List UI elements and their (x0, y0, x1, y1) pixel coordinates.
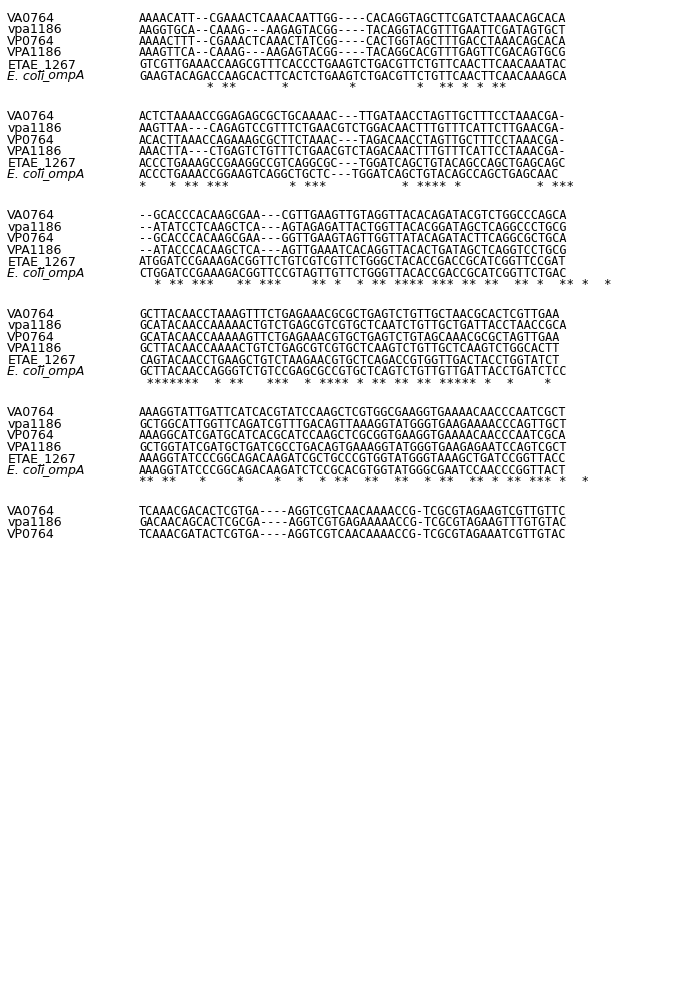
Text: VP0764: VP0764 (8, 528, 55, 541)
Text: VP0764: VP0764 (8, 331, 55, 344)
Text: AAACTTA---CTGAGTCTGTTTCTGAACGTCTAGACAACTTTGTTTCATTCCTAAACGA-: AAACTTA---CTGAGTCTGTTTCTGAACGTCTAGACAACT… (139, 145, 567, 158)
Text: GCTTACAACCTAAAGTTTCTGAGAAACGCGCTGAGTCTGTTGCTAACGCACTCGTTGAA: GCTTACAACCTAAAGTTTCTGAGAAACGCGCTGAGTCTGT… (139, 308, 560, 321)
Text: AAAACTTT--CGAAACTCAAACTATCGG----CACTGGTAGCTTTGACCTAAACAGCACA: AAAACTTT--CGAAACTCAAACTATCGG----CACTGGTA… (139, 35, 567, 48)
Text: GTCGTTGAAACCAAGCGTTTCACCCTGAAGTCTGACGTTCTGTTCAACTTCAACAAATAC: GTCGTTGAAACCAAGCGTTTCACCCTGAAGTCTGACGTTC… (139, 58, 567, 71)
Text: VPA1186: VPA1186 (8, 145, 63, 158)
Text: E. coli: E. coli (8, 70, 45, 83)
Text: VP0764: VP0764 (8, 35, 55, 48)
Text: VA0764: VA0764 (8, 505, 56, 518)
Text: --ATACCCACAAGCTCA---AGTTGAAATCACAGGTTACACTGATAGCTCAGGTCCTGCG: --ATACCCACAAGCTCA---AGTTGAAATCACAGGTTACA… (139, 244, 567, 257)
Text: E. coli: E. coli (8, 168, 45, 181)
Text: * ** ***   ** ***    ** *  * ** **** *** ** **  ** *  ** *  *: * ** *** ** *** ** * * ** **** *** ** **… (139, 278, 611, 291)
Text: VA0764: VA0764 (8, 12, 56, 25)
Text: ACTCTAAAACCGGAGAGCGCTGCAAAAC---TTGATAACCTAGTTGCTTTCCTAAACGA-: ACTCTAAAACCGGAGAGCGCTGCAAAAC---TTGATAACC… (139, 110, 567, 123)
Text: GCATACAACCAAAAAGTTCTGAGAAACGTGCTGAGTCTGTAGCAAACGCGCTAGTTGAA: GCATACAACCAAAAAGTTCTGAGAAACGTGCTGAGTCTGT… (139, 331, 560, 344)
Text: GAAGTACAGACCAAGCACTTCACTCTGAAGTCTGACGTTCTGTTCAACTTCAACAAAGCA: GAAGTACAGACCAAGCACTTCACTCTGAAGTCTGACGTTC… (139, 70, 567, 83)
Text: E. coli: E. coli (8, 267, 45, 280)
Text: VA0764: VA0764 (8, 308, 56, 321)
Text: GCTGGCATTGGTTCAGATCGTTTGACAGTTAAAGGTATGGGTGAAGAAAACCCAGTTGCT: GCTGGCATTGGTTCAGATCGTTTGACAGTTAAAGGTATGG… (139, 418, 567, 431)
Text: _ompA: _ompA (42, 365, 85, 378)
Text: _ompA: _ompA (42, 168, 85, 181)
Text: AAAACATT--CGAAACTCAAACAATTGG----CACAGGTAGCTTCGATCTAAACAGCACA: AAAACATT--CGAAACTCAAACAATTGG----CACAGGTA… (139, 12, 567, 25)
Text: vpa1186: vpa1186 (8, 23, 62, 36)
Text: VPA1186: VPA1186 (8, 441, 63, 454)
Text: AAAGGTATTGATTCATCACGTATCCAAGCTCGTGGCGAAGGTGAAAACAACCCAATCGCT: AAAGGTATTGATTCATCACGTATCCAAGCTCGTGGCGAAG… (139, 406, 567, 419)
Text: ETAE_1267: ETAE_1267 (8, 58, 76, 71)
Text: AAAGGTATCCCGGCAGACAAGATCTCCGCACGTGGTATGGGCGAATCCAACCCGGTTACT: AAAGGTATCCCGGCAGACAAGATCTCCGCACGTGGTATGG… (139, 464, 567, 477)
Text: ETAE_1267: ETAE_1267 (8, 255, 76, 268)
Text: _ompA: _ompA (42, 464, 85, 477)
Text: ETAE_1267: ETAE_1267 (8, 452, 76, 465)
Text: GCATACAACCAAAAACTGTCTGAGCGTCGTGCTCAATCTGTTGCTGATTACCTAACCGCA: GCATACAACCAAAAACTGTCTGAGCGTCGTGCTCAATCTG… (139, 319, 567, 332)
Text: AAAGGTATCCCGGCAGACAAGATCGCTGCCCGTGGTATGGGTAAAGCTGATCCGGTTACC: AAAGGTATCCCGGCAGACAAGATCGCTGCCCGTGGTATGG… (139, 452, 567, 465)
Text: VA0764: VA0764 (8, 209, 56, 222)
Text: CAGTACAACCTGAAGCTGTCTAAGAACGTGCTCAGACCGTGGTTGACTACCTGGTATCT: CAGTACAACCTGAAGCTGTCTAAGAACGTGCTCAGACCGT… (139, 354, 560, 367)
Text: AAGGTGCA--CAAAG---AAGAGTACGG----TACAGGTACGTTTGAATTCGATAGTGCT: AAGGTGCA--CAAAG---AAGAGTACGG----TACAGGTA… (139, 23, 567, 36)
Text: GACAACAGCACTCGCGA----AGGTCGTGAGAAAAACCG-TCGCGTAGAAGTTTGTGTAC: GACAACAGCACTCGCGA----AGGTCGTGAGAAAAACCG-… (139, 516, 567, 529)
Text: * **      *        *        *  ** * * **: * ** * * * ** * * ** (139, 81, 507, 94)
Text: ETAE_1267: ETAE_1267 (8, 354, 76, 367)
Text: ETAE_1267: ETAE_1267 (8, 157, 76, 170)
Text: vpa1186: vpa1186 (8, 319, 62, 332)
Text: AAGTTAA---CAGAGTCCGTTTCTGAACGTCTGGACAACTTTGTTTCATTCTTGAACGA-: AAGTTAA---CAGAGTCCGTTTCTGAACGTCTGGACAACT… (139, 122, 567, 135)
Text: _ompA: _ompA (42, 70, 85, 83)
Text: ACCCTGAAACCGGAAGTCAGGCTGCTC---TGGATCAGCTGTACAGCCAGCTGAGCAAC: ACCCTGAAACCGGAAGTCAGGCTGCTC---TGGATCAGCT… (139, 168, 560, 181)
Text: VPA1186: VPA1186 (8, 342, 63, 355)
Text: vpa1186: vpa1186 (8, 221, 62, 234)
Text: GCTTACAACCAAAACTGTCTGAGCGTCGTGCTCAAGTCTGTTGCTCAAGTCTGGCACTT: GCTTACAACCAAAACTGTCTGAGCGTCGTGCTCAAGTCTG… (139, 342, 560, 355)
Text: VP0764: VP0764 (8, 429, 55, 442)
Text: TCAAACGATACTCGTGA----AGGTCGTCAACAAAACCG-TCGCGTAGAAATCGTTGTAC: TCAAACGATACTCGTGA----AGGTCGTCAACAAAACCG-… (139, 528, 567, 541)
Text: ATGGATCCGAAAGACGGTTCTGTCGTCGTTCTGGGCTACACCGACCGCATCGGTTCCGAT: ATGGATCCGAAAGACGGTTCTGTCGTCGTTCTGGGCTACA… (139, 255, 567, 268)
Text: ACACTTAAACCAGAAAGCGCTTCTAAAC---TAGACAACCTAGTTGCTTTCCTAAACGA-: ACACTTAAACCAGAAAGCGCTTCTAAAC---TAGACAACC… (139, 134, 567, 147)
Text: VA0764: VA0764 (8, 110, 56, 123)
Text: ** **   *    *    *  *  * **  **  **  * **  ** * ** *** *  *: ** ** * * * * * ** ** ** * ** ** * ** **… (139, 475, 589, 488)
Text: --GCACCCACAAGCGAA---GGTTGAAGTAGTTGGTTATACAGATACTTCAGGCGCTGCA: --GCACCCACAAGCGAA---GGTTGAAGTAGTTGGTTATA… (139, 232, 567, 245)
Text: --GCACCCACAAGCGAA---CGTTGAAGTTGTAGGTTACACAGATACGTCTGGCCCAGCA: --GCACCCACAAGCGAA---CGTTGAAGTTGTAGGTTACA… (139, 209, 567, 222)
Text: TCAAACGACACTCGTGA----AGGTCGTCAACAAAACCG-TCGCGTAGAAGTCGTTGTTC: TCAAACGACACTCGTGA----AGGTCGTCAACAAAACCG-… (139, 505, 567, 518)
Text: VP0764: VP0764 (8, 232, 55, 245)
Text: --ATATCCTCAAGCTCA---AGTAGAGATTACTGGTTACACGGATAGCTCAGGCCCTGCG: --ATATCCTCAAGCTCA---AGTAGAGATTACTGGTTACA… (139, 221, 567, 234)
Text: ACCCTGAAAGCCGAAGGCCGTCAGGCGC---TGGATCAGCTGTACAGCCAGCTGAGCAGC: ACCCTGAAAGCCGAAGGCCGTCAGGCGC---TGGATCAGC… (139, 157, 567, 170)
Text: VA0764: VA0764 (8, 406, 56, 419)
Text: CTGGATCCGAAAGACGGTTCCGTAGTTGTTCTGGGTTACACCGACCGCATCGGTTCTGAC: CTGGATCCGAAAGACGGTTCCGTAGTTGTTCTGGGTTACA… (139, 267, 567, 280)
Text: AAAGTTCA--CAAAG---AAGAGTACGG----TACAGGCACGTTTGAGTTCGACAGTGCG: AAAGTTCA--CAAAG---AAGAGTACGG----TACAGGCA… (139, 46, 567, 60)
Text: E. coli: E. coli (8, 464, 45, 477)
Text: vpa1186: vpa1186 (8, 122, 62, 135)
Text: E. coli: E. coli (8, 365, 45, 378)
Text: AAAGGCATCGATGCATCACGCATCCAAGCTCGCGGTGAAGGTGAAAACAACCCAATCGCA: AAAGGCATCGATGCATCACGCATCCAAGCTCGCGGTGAAG… (139, 429, 567, 442)
Text: _ompA: _ompA (42, 267, 85, 280)
Text: GCTGGTATCGATGCTGATCGCCTGACAGTGAAAGGTATGGGTGAAGAGAATCCAGTCGCT: GCTGGTATCGATGCTGATCGCCTGACAGTGAAAGGTATGG… (139, 441, 567, 454)
Text: vpa1186: vpa1186 (8, 418, 62, 431)
Text: *******  * **   ***  * **** * ** ** ** ***** *  *    *: ******* * ** *** * **** * ** ** ** *****… (139, 377, 552, 390)
Text: VPA1186: VPA1186 (8, 244, 63, 257)
Text: GCTTACAACCAGGGTCTGTCCGAGCGCCGTGCTCAGTCTGTTGTTGATTACCTGATCTCC: GCTTACAACCAGGGTCTGTCCGAGCGCCGTGCTCAGTCTG… (139, 365, 567, 378)
Text: vpa1186: vpa1186 (8, 516, 62, 529)
Text: *   * ** ***        * ***          * **** *          * ***: * * ** *** * *** * **** * * *** (139, 180, 574, 193)
Text: VPA1186: VPA1186 (8, 46, 63, 60)
Text: VP0764: VP0764 (8, 134, 55, 147)
